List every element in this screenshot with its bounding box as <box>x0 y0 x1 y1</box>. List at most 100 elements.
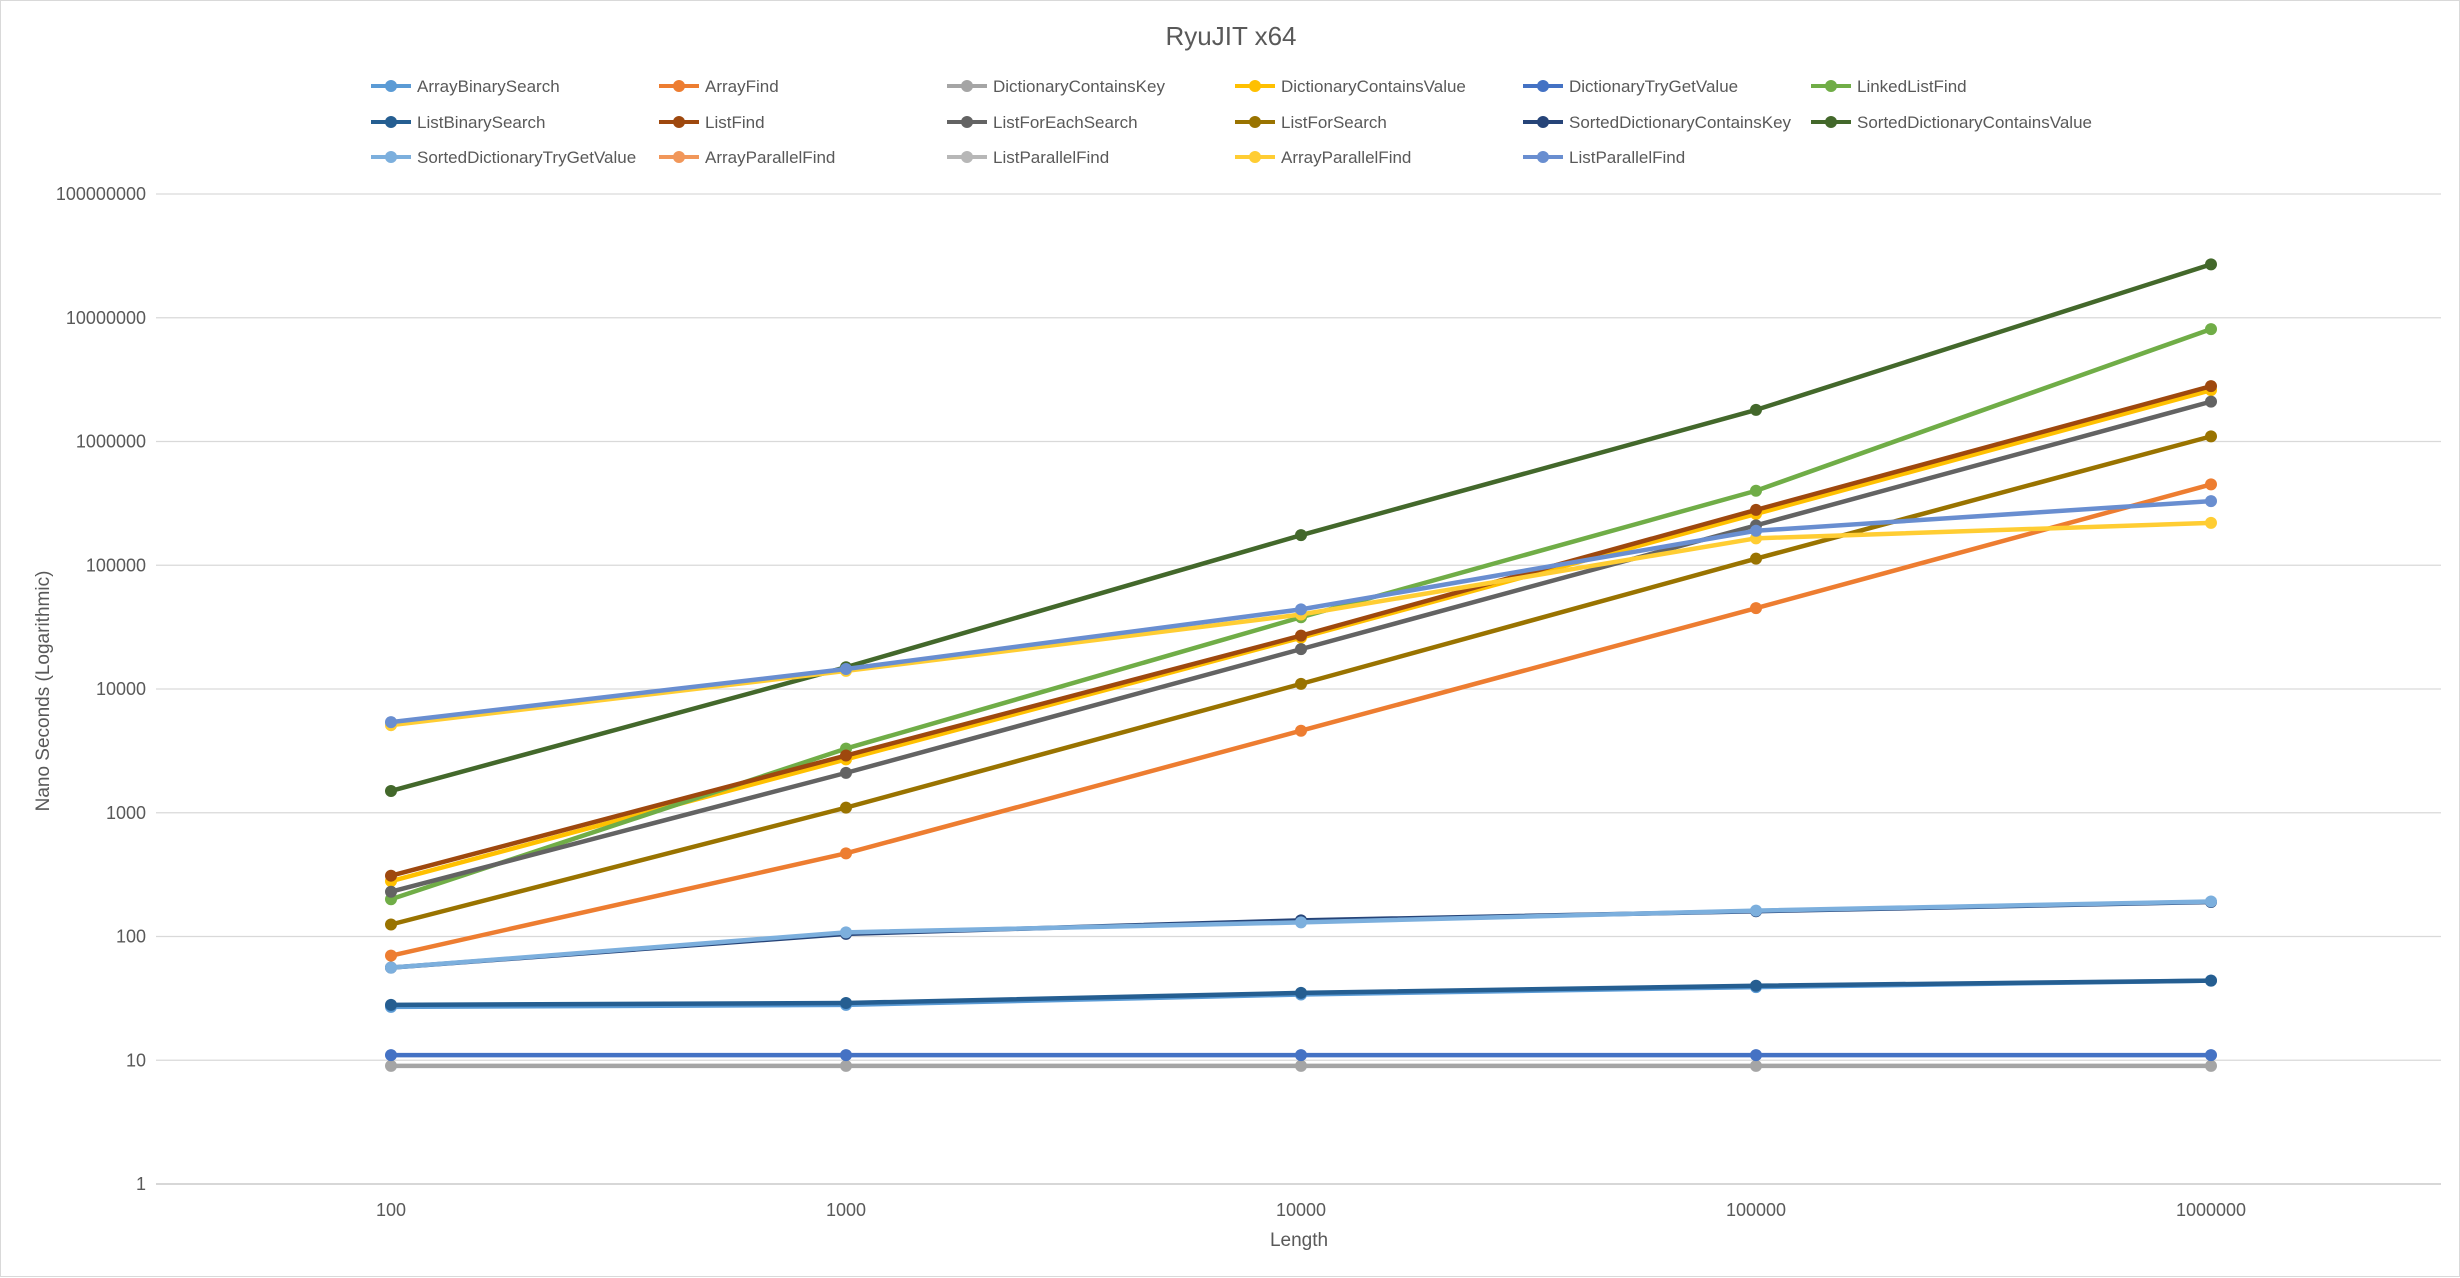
data-point <box>2205 258 2217 271</box>
legend-label: ArrayParallelFind <box>705 148 835 167</box>
legend-item: ArrayBinarySearch <box>371 77 560 96</box>
x-tick-label: 100 <box>376 1200 406 1220</box>
legend-item: DictionaryTryGetValue <box>1523 77 1738 96</box>
data-point <box>385 869 397 882</box>
legend-swatch-marker <box>1537 80 1549 92</box>
legend-label: ListForEachSearch <box>993 113 1138 132</box>
x-tick-label: 1000 <box>826 1200 866 1220</box>
legend-label: ArrayParallelFind <box>1281 148 1411 167</box>
legend-swatch-marker <box>673 116 685 128</box>
data-point <box>2205 895 2217 908</box>
data-point <box>1750 979 1762 992</box>
legend-item: ArrayParallelFind <box>1235 148 1411 167</box>
data-point <box>2205 395 2217 408</box>
legend-swatch-marker <box>1537 151 1549 163</box>
data-point <box>1295 1049 1307 1062</box>
y-tick-label: 1000 <box>106 803 146 823</box>
legend-label: SortedDictionaryContainsValue <box>1857 113 2092 132</box>
legend-item: ListParallelFind <box>947 148 1109 167</box>
legend-swatch-marker <box>385 80 397 92</box>
series-line <box>390 482 2212 958</box>
legend-label: ListForSearch <box>1281 113 1387 132</box>
series-line <box>390 899 2212 970</box>
data-point <box>385 998 397 1011</box>
series-lines <box>385 258 2217 1072</box>
series <box>385 895 2217 974</box>
y-tick-label: 10000 <box>96 679 146 699</box>
data-point <box>840 663 852 676</box>
data-point <box>2205 1059 2217 1072</box>
legend-item: ListBinarySearch <box>371 113 546 132</box>
y-tick-label: 1 <box>136 1174 146 1194</box>
legend-label: ListFind <box>705 113 765 132</box>
legend-swatch-marker <box>385 151 397 163</box>
data-point <box>385 1059 397 1072</box>
legend-swatch-marker <box>673 80 685 92</box>
series <box>385 974 2217 1011</box>
data-point <box>1750 904 1762 917</box>
series <box>385 430 2217 931</box>
data-point <box>385 961 397 974</box>
x-tick-label: 100000 <box>1726 1200 1786 1220</box>
data-point <box>840 1049 852 1062</box>
legend-label: ListParallelFind <box>1569 148 1685 167</box>
legend-label: DictionaryContainsValue <box>1281 77 1466 96</box>
data-point <box>1295 603 1307 616</box>
data-point <box>1750 1049 1762 1062</box>
legend-swatch-marker <box>1249 116 1261 128</box>
legend-label: ArrayBinarySearch <box>417 77 560 96</box>
legend-swatch-marker <box>961 116 973 128</box>
data-point <box>1295 677 1307 690</box>
series <box>385 258 2217 797</box>
legend-swatch-marker <box>961 80 973 92</box>
data-point <box>1295 1059 1307 1072</box>
data-point <box>840 1059 852 1072</box>
data-point <box>1750 503 1762 516</box>
data-point <box>840 749 852 762</box>
data-point <box>2205 478 2217 491</box>
legend-label: DictionaryContainsKey <box>993 77 1165 96</box>
data-point <box>1750 552 1762 565</box>
data-point <box>385 885 397 898</box>
data-point <box>2205 323 2217 336</box>
legend-label: ListBinarySearch <box>417 113 546 132</box>
data-point <box>1295 629 1307 642</box>
data-point <box>2205 516 2217 529</box>
legend-item: SortedDictionaryTryGetValue <box>371 148 636 167</box>
y-tick-label: 10 <box>126 1050 146 1070</box>
x-axis-ticks: 100 1000 10000 100000 1000000 <box>376 1200 2246 1220</box>
legend-swatch-marker <box>673 151 685 163</box>
legend-swatch-marker <box>1825 116 1837 128</box>
data-point <box>385 784 397 797</box>
data-point <box>385 949 397 962</box>
data-point <box>840 766 852 779</box>
y-tick-label: 100 <box>116 927 146 947</box>
legend-label: ArrayFind <box>705 77 779 96</box>
series <box>385 516 2217 732</box>
data-point <box>1295 916 1307 929</box>
data-point <box>2205 495 2217 508</box>
series-line <box>390 899 2212 970</box>
data-point <box>385 716 397 729</box>
legend: ArrayBinarySearch ArrayFind DictionaryCont… <box>371 77 2092 167</box>
legend-swatch-marker <box>1825 80 1837 92</box>
y-axis-title: Nano Seconds (Logarithmic) <box>33 571 54 812</box>
data-point <box>385 918 397 931</box>
legend-item: DictionaryContainsValue <box>1235 77 1466 96</box>
legend-label: ListParallelFind <box>993 148 1109 167</box>
series <box>385 478 2217 962</box>
x-axis-title: Length <box>1270 1230 1328 1251</box>
series <box>385 495 2217 729</box>
legend-label: LinkedListFind <box>1857 77 1967 96</box>
series-line <box>390 262 2212 794</box>
legend-item: ListForSearch <box>1235 113 1387 132</box>
data-point <box>1750 484 1762 497</box>
legend-swatch-marker <box>1249 80 1261 92</box>
data-point <box>1750 1059 1762 1072</box>
legend-item: ArrayFind <box>659 77 779 96</box>
data-point <box>2205 430 2217 443</box>
x-tick-label: 1000000 <box>2176 1200 2246 1220</box>
legend-label: SortedDictionaryTryGetValue <box>417 148 636 167</box>
legend-item: SortedDictionaryContainsKey <box>1523 113 1792 132</box>
